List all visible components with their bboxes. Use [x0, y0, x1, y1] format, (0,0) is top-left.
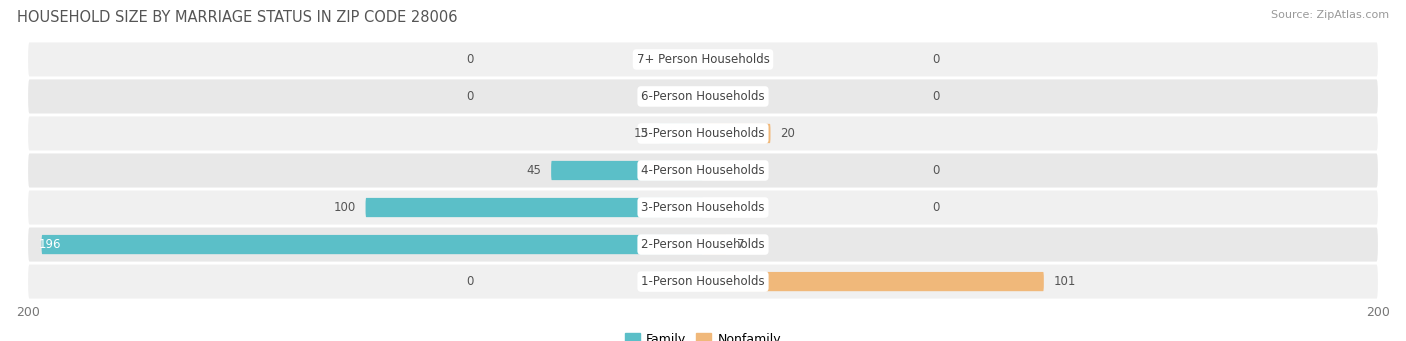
Text: 0: 0 — [932, 53, 939, 66]
Text: HOUSEHOLD SIZE BY MARRIAGE STATUS IN ZIP CODE 28006: HOUSEHOLD SIZE BY MARRIAGE STATUS IN ZIP… — [17, 10, 457, 25]
FancyBboxPatch shape — [28, 191, 1378, 225]
Text: 3-Person Households: 3-Person Households — [641, 201, 765, 214]
Text: 0: 0 — [467, 90, 474, 103]
Text: 13: 13 — [634, 127, 650, 140]
Text: 2-Person Households: 2-Person Households — [641, 238, 765, 251]
Text: 5-Person Households: 5-Person Households — [641, 127, 765, 140]
FancyBboxPatch shape — [28, 116, 1378, 150]
Text: 196: 196 — [38, 238, 60, 251]
Text: 0: 0 — [932, 164, 939, 177]
FancyBboxPatch shape — [659, 124, 703, 143]
Text: 0: 0 — [467, 275, 474, 288]
Text: 100: 100 — [333, 201, 356, 214]
FancyBboxPatch shape — [551, 161, 703, 180]
Text: 101: 101 — [1054, 275, 1077, 288]
FancyBboxPatch shape — [703, 272, 1043, 291]
FancyBboxPatch shape — [28, 265, 1378, 299]
FancyBboxPatch shape — [366, 198, 703, 217]
Text: 0: 0 — [467, 53, 474, 66]
FancyBboxPatch shape — [28, 42, 1378, 76]
Text: 0: 0 — [932, 90, 939, 103]
Text: Source: ZipAtlas.com: Source: ZipAtlas.com — [1271, 10, 1389, 20]
FancyBboxPatch shape — [703, 124, 770, 143]
Legend: Family, Nonfamily: Family, Nonfamily — [620, 328, 786, 341]
Text: 45: 45 — [526, 164, 541, 177]
FancyBboxPatch shape — [42, 235, 703, 254]
FancyBboxPatch shape — [703, 235, 727, 254]
FancyBboxPatch shape — [28, 79, 1378, 114]
Text: 1-Person Households: 1-Person Households — [641, 275, 765, 288]
Text: 6-Person Households: 6-Person Households — [641, 90, 765, 103]
FancyBboxPatch shape — [28, 153, 1378, 188]
Text: 20: 20 — [780, 127, 796, 140]
FancyBboxPatch shape — [28, 227, 1378, 262]
Text: 7+ Person Households: 7+ Person Households — [637, 53, 769, 66]
Text: 0: 0 — [932, 201, 939, 214]
Text: 7: 7 — [737, 238, 744, 251]
Text: 4-Person Households: 4-Person Households — [641, 164, 765, 177]
